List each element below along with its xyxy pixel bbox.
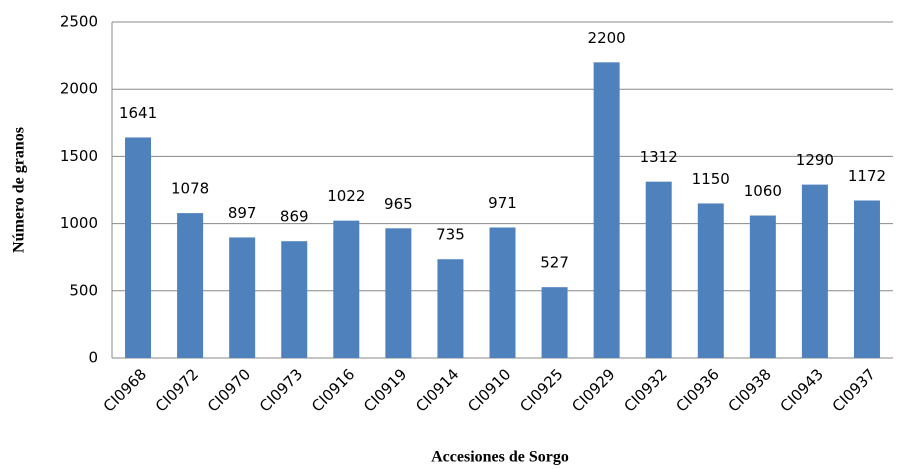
bar <box>645 181 672 358</box>
x-tick-label: CI0914 <box>412 365 462 415</box>
bar <box>385 228 412 358</box>
y-tick-label: 2000 <box>60 80 98 98</box>
x-tick-label: CI0910 <box>464 365 514 415</box>
bar <box>281 241 308 358</box>
data-label: 2200 <box>588 29 626 47</box>
x-tick-label: CI0973 <box>256 365 306 415</box>
bar <box>333 220 360 358</box>
bar <box>749 215 776 358</box>
bar <box>593 62 620 358</box>
bar <box>229 237 256 358</box>
bar <box>437 259 464 358</box>
data-label: 1150 <box>692 170 730 188</box>
x-tick-label: CI0937 <box>829 365 879 415</box>
x-tick-label: CI0916 <box>308 365 358 415</box>
data-label: 971 <box>488 194 517 212</box>
x-tick-label: CI0972 <box>152 365 202 415</box>
y-tick-label: 0 <box>88 349 98 367</box>
bar <box>125 137 152 358</box>
x-tick-label: CI0970 <box>204 365 254 415</box>
bar <box>489 227 516 358</box>
y-tick-label: 500 <box>69 281 98 299</box>
data-label: 869 <box>280 208 309 226</box>
data-label: 897 <box>228 204 257 222</box>
data-label: 1290 <box>796 151 834 169</box>
data-label: 1022 <box>327 187 365 205</box>
data-label: 1312 <box>640 148 678 166</box>
x-tick-label: CI0943 <box>777 365 827 415</box>
data-label: 965 <box>384 195 413 213</box>
data-label: 1641 <box>119 104 157 122</box>
bar <box>177 213 204 358</box>
y-tick-label: 1500 <box>60 147 98 165</box>
bar <box>853 200 880 358</box>
y-tick-label: 2500 <box>60 13 98 31</box>
y-tick-label: 1000 <box>60 214 98 232</box>
x-tick-label: CI0968 <box>100 365 150 415</box>
bar <box>697 203 724 358</box>
bar <box>801 184 828 358</box>
x-tick-label: CI0938 <box>725 365 775 415</box>
x-tick-label: CI0925 <box>516 365 566 415</box>
data-label: 735 <box>436 226 465 244</box>
data-label: 1078 <box>171 180 209 198</box>
data-label: 527 <box>540 254 569 272</box>
x-tick-label: CI0919 <box>360 365 410 415</box>
data-label: 1172 <box>848 167 886 185</box>
x-tick-label: CI0932 <box>620 365 670 415</box>
y-axis-title: Número de granos <box>11 127 28 253</box>
bar <box>541 287 568 358</box>
x-axis-title: Accesiones de Sorgo <box>431 449 569 466</box>
data-label: 1060 <box>744 182 782 200</box>
x-tick-label: CI0929 <box>568 365 618 415</box>
x-tick-label: CI0936 <box>673 365 723 415</box>
